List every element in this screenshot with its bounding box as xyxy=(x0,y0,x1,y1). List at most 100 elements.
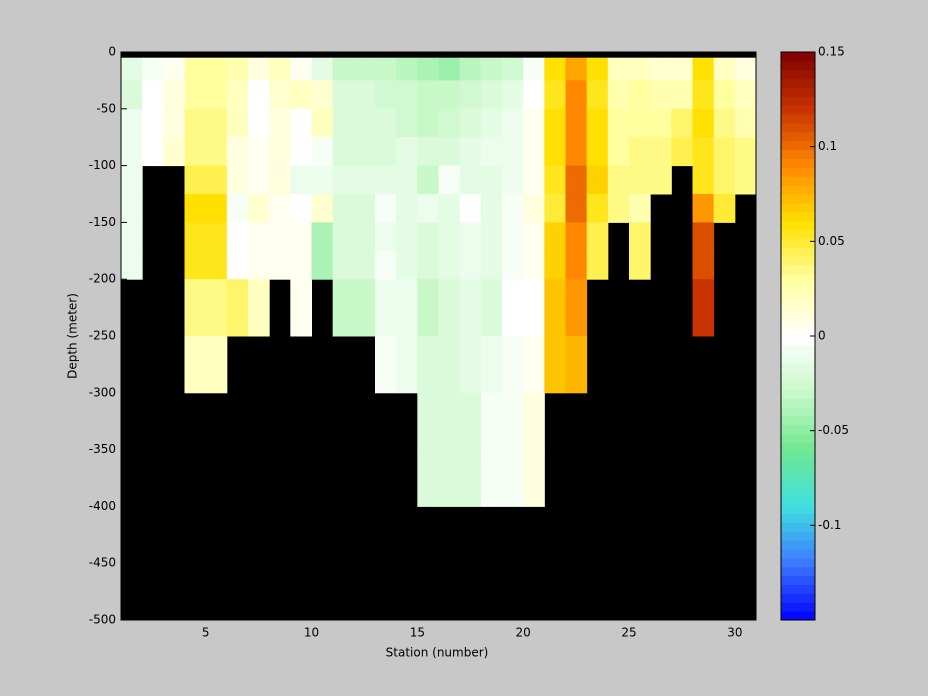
colorbar-step xyxy=(781,69,815,80)
colorbar-step xyxy=(781,220,815,230)
cell xyxy=(586,222,609,252)
cell xyxy=(502,194,524,223)
colorbar-tick-label: -0.1 xyxy=(818,518,841,532)
cell xyxy=(248,137,270,167)
cell xyxy=(205,250,228,280)
cell xyxy=(353,222,376,252)
colorbar-step xyxy=(781,123,815,133)
cell xyxy=(459,279,482,337)
y-tick-label: -50 xyxy=(96,101,116,115)
colorbar-step xyxy=(781,344,815,355)
cell xyxy=(692,222,715,252)
cell xyxy=(184,279,207,337)
cell xyxy=(502,165,524,195)
cell xyxy=(332,108,355,138)
cell xyxy=(629,194,651,223)
colorbar-step xyxy=(781,131,815,142)
x-tick-label: 10 xyxy=(304,626,319,640)
cell xyxy=(396,80,418,110)
colorbar-step xyxy=(781,211,815,222)
cell xyxy=(290,80,312,110)
y-tick-label: -400 xyxy=(89,499,116,513)
cell xyxy=(396,222,418,252)
colorbar-step xyxy=(781,114,815,124)
cell xyxy=(523,57,545,81)
cell xyxy=(438,336,461,394)
cell xyxy=(226,137,249,167)
cell xyxy=(417,194,439,223)
cell xyxy=(417,57,439,81)
cell xyxy=(375,250,397,280)
cell xyxy=(480,194,503,223)
cell xyxy=(713,80,736,110)
colorbar-step xyxy=(781,433,815,443)
colorbar-step xyxy=(781,194,815,204)
cell xyxy=(671,137,693,167)
cell xyxy=(459,165,482,195)
cell xyxy=(205,222,228,252)
colorbar-step xyxy=(781,327,815,337)
colorbar-tick-label: 0.15 xyxy=(818,45,845,59)
cell xyxy=(713,57,736,81)
cell xyxy=(142,137,164,167)
colorbar-step xyxy=(781,557,815,568)
colorbar-step xyxy=(781,469,815,479)
cell xyxy=(311,80,334,110)
y-tick-label: -150 xyxy=(89,215,116,229)
cell xyxy=(459,137,482,167)
cell xyxy=(290,194,312,223)
y-tick-label: -100 xyxy=(89,158,116,172)
cell xyxy=(121,80,143,110)
colorbar-step xyxy=(781,380,815,390)
colorbar-step xyxy=(781,486,815,497)
cell xyxy=(184,57,207,81)
cell xyxy=(121,57,143,81)
colorbar-step xyxy=(781,522,815,532)
cell xyxy=(523,80,545,110)
colorbar-step xyxy=(781,87,815,97)
colorbar-step xyxy=(781,229,815,239)
cell xyxy=(502,336,524,394)
y-tick-label: -350 xyxy=(89,442,116,456)
colorbar-step xyxy=(781,478,815,488)
cell xyxy=(523,279,545,337)
cell xyxy=(332,194,355,223)
cell xyxy=(290,165,312,195)
cell xyxy=(671,57,693,81)
cell xyxy=(375,80,397,110)
cell xyxy=(353,250,376,280)
cell xyxy=(671,80,693,110)
colorbar-step xyxy=(781,504,815,514)
cell xyxy=(417,80,439,110)
cell xyxy=(523,108,545,138)
cell xyxy=(121,108,143,138)
colorbar-step xyxy=(781,353,815,364)
cell xyxy=(226,57,249,81)
cell xyxy=(480,222,503,252)
cell xyxy=(290,279,312,337)
cell xyxy=(629,80,651,110)
cell xyxy=(226,108,249,138)
cell xyxy=(544,108,566,138)
cell xyxy=(607,165,630,195)
cell xyxy=(502,250,524,280)
colorbar-tick-label: 0.1 xyxy=(818,139,837,153)
cell xyxy=(734,57,757,81)
cell xyxy=(290,250,312,280)
cell xyxy=(269,194,291,223)
cell xyxy=(459,250,482,280)
cell xyxy=(480,165,503,195)
colorbar-step xyxy=(781,415,815,426)
cell xyxy=(332,279,355,337)
cell xyxy=(417,336,439,394)
cell xyxy=(692,165,715,195)
colorbar-step xyxy=(781,202,815,213)
cell xyxy=(523,392,545,451)
colorbar-step xyxy=(781,451,815,461)
colorbar-step xyxy=(781,256,815,266)
cell xyxy=(332,222,355,252)
cell xyxy=(523,250,545,280)
cell xyxy=(650,165,672,195)
colorbar-step xyxy=(781,336,815,346)
cell xyxy=(184,108,207,138)
